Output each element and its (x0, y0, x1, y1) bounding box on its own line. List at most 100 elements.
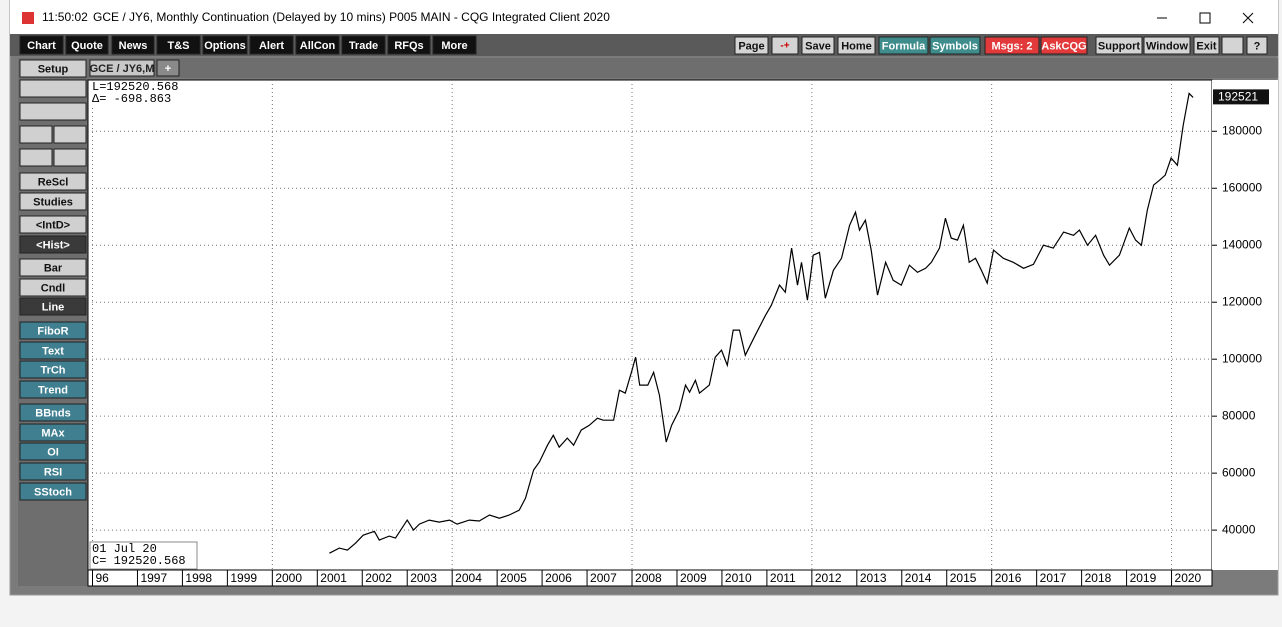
button-label[interactable]: More (441, 40, 467, 52)
button[interactable] (19, 321, 87, 340)
button-label[interactable]: Alert (259, 40, 284, 52)
button-label[interactable]: Setup (38, 63, 69, 75)
button-label[interactable]: FiboR (37, 325, 68, 337)
button[interactable] (1246, 36, 1268, 55)
info-box (90, 81, 182, 105)
button-label[interactable]: AllCon (300, 40, 336, 52)
button[interactable] (295, 35, 340, 55)
button-label[interactable]: Trade (349, 40, 378, 52)
button[interactable] (837, 36, 876, 55)
x-tick-label: 1998 (185, 571, 212, 585)
button-label[interactable]: BBnds (35, 407, 70, 419)
button[interactable] (249, 35, 294, 55)
button[interactable] (387, 35, 431, 55)
button[interactable] (19, 35, 64, 55)
button[interactable] (89, 59, 155, 77)
button[interactable] (1143, 36, 1191, 55)
icon-button[interactable] (19, 102, 87, 121)
button[interactable] (19, 278, 87, 297)
button[interactable] (156, 35, 201, 55)
button[interactable] (432, 35, 477, 55)
button-label[interactable]: News (119, 40, 148, 52)
button-label[interactable]: TrCh (40, 364, 65, 376)
button-label[interactable]: RSI (44, 466, 62, 478)
button-label[interactable]: Chart (27, 40, 56, 52)
x-tick-label: 2010 (725, 571, 752, 585)
restore-button[interactable] (1221, 36, 1244, 55)
button-label[interactable]: AskCQG (1041, 40, 1086, 52)
button-label[interactable]: <IntD> (36, 219, 70, 231)
cursor-date: 01 Jul 20 (92, 542, 157, 556)
button[interactable] (156, 59, 180, 77)
button[interactable] (202, 35, 248, 55)
button[interactable] (19, 462, 87, 481)
button[interactable] (984, 36, 1040, 55)
button-label[interactable]: Text (42, 345, 64, 357)
button[interactable] (19, 423, 87, 442)
button[interactable] (19, 341, 87, 360)
button[interactable] (19, 482, 87, 501)
button[interactable] (801, 36, 835, 55)
button[interactable] (1095, 36, 1143, 55)
close-button[interactable] (1242, 12, 1254, 24)
button[interactable] (111, 35, 155, 55)
icon-button[interactable] (53, 148, 87, 167)
button-label[interactable]: Trend (38, 384, 68, 396)
button[interactable] (19, 235, 87, 254)
x-tick-label: 1999 (230, 571, 257, 585)
button-label[interactable]: Studies (33, 196, 73, 208)
icon-button[interactable] (19, 125, 53, 144)
button-label[interactable]: Msgs: 2 (992, 40, 1033, 52)
maximize-button[interactable] (1199, 12, 1211, 24)
button-label[interactable]: Home (841, 40, 872, 52)
button[interactable] (19, 297, 87, 316)
x-tick-label: 96 (95, 571, 109, 585)
icon-button[interactable] (19, 79, 87, 98)
button[interactable] (734, 36, 769, 55)
button[interactable] (19, 380, 87, 399)
button-label[interactable]: SStoch (34, 486, 72, 498)
button-label[interactable]: Symbols (932, 40, 978, 52)
button[interactable] (878, 36, 929, 55)
button[interactable] (19, 360, 87, 379)
button-label[interactable]: OI (47, 446, 59, 458)
button[interactable] (19, 59, 87, 78)
button[interactable] (19, 403, 87, 422)
button-label[interactable]: Quote (71, 40, 103, 52)
button[interactable] (19, 215, 87, 234)
button-label[interactable]: <Hist> (36, 239, 70, 251)
plot-area (87, 79, 1213, 571)
x-tick-label: 2011 (770, 571, 796, 585)
button-label[interactable]: ? (1254, 40, 1261, 52)
button-label[interactable]: GCE / JY6,M (90, 63, 155, 75)
button[interactable] (19, 258, 87, 277)
icon-button[interactable] (53, 125, 87, 144)
button[interactable] (19, 442, 87, 461)
button[interactable] (1193, 36, 1220, 55)
button[interactable] (929, 36, 981, 55)
button-label[interactable]: Formula (882, 40, 926, 52)
button-label[interactable]: + (165, 63, 171, 75)
button-label[interactable]: Cndl (41, 282, 65, 294)
button[interactable] (65, 35, 109, 55)
icon-button[interactable] (19, 148, 53, 167)
button-label[interactable]: ReScl (38, 176, 69, 188)
button[interactable] (341, 35, 386, 55)
button-label[interactable]: Bar (44, 262, 63, 274)
button[interactable] (1040, 36, 1088, 55)
button-label[interactable]: Line (42, 301, 65, 313)
button-label[interactable]: Page (738, 40, 764, 52)
button-label[interactable]: Exit (1196, 40, 1217, 52)
button[interactable] (19, 172, 87, 191)
button-label[interactable]: RFQs (394, 40, 423, 52)
button[interactable] (19, 192, 87, 211)
button-label[interactable]: T&S (168, 40, 190, 52)
button-label[interactable]: Support (1098, 40, 1140, 52)
link-button[interactable] (771, 36, 799, 55)
button-label[interactable]: MAx (41, 427, 65, 439)
button-label[interactable]: Window (1146, 40, 1188, 52)
button-label[interactable]: Options (204, 40, 246, 52)
button-label[interactable]: Save (805, 40, 831, 52)
x-tick-label: 1997 (140, 571, 167, 585)
